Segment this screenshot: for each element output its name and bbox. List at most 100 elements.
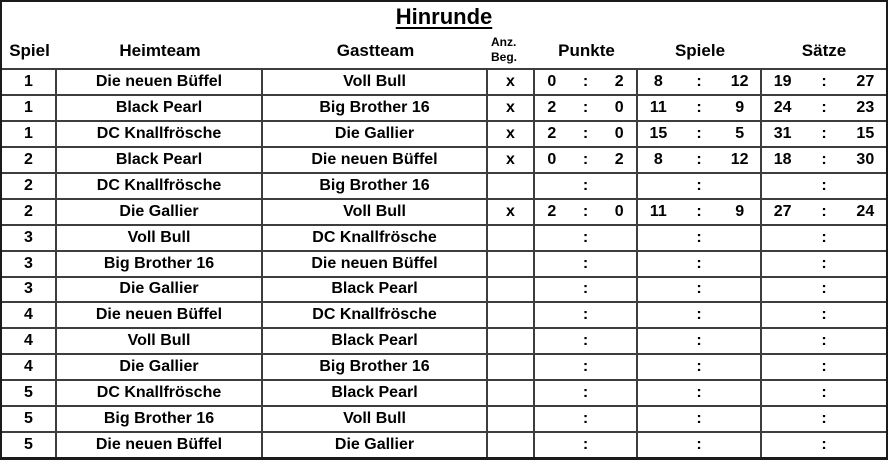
cell-heimteam[interactable]: DC Knallfrösche — [57, 173, 263, 198]
cell-saetze[interactable]: : — [762, 355, 886, 379]
cell-spiel[interactable]: 4 — [2, 329, 57, 354]
cell-spiel[interactable]: 2 — [2, 173, 57, 198]
cell-anz-beg[interactable]: x — [488, 147, 535, 172]
cell-heimteam[interactable]: Die Gallier — [57, 355, 263, 380]
cell-heimteam[interactable]: Die neuen Büffel — [57, 70, 263, 94]
cell-punkte[interactable]: 0 : 2 — [535, 147, 638, 172]
cell-gastteam[interactable]: Die neuen Büffel — [263, 251, 488, 276]
cell-heimteam[interactable]: DC Knallfrösche — [57, 121, 263, 146]
cell-anz-beg[interactable] — [488, 407, 535, 432]
cell-heimteam[interactable]: Voll Bull — [57, 225, 263, 250]
cell-anz-beg[interactable]: x — [488, 199, 535, 224]
cell-heimteam[interactable]: Die Gallier — [57, 199, 263, 224]
cell-anz-beg[interactable] — [488, 329, 535, 354]
cell-punkte[interactable]: 2 : 0 — [535, 199, 638, 224]
cell-punkte[interactable]: : — [535, 381, 638, 406]
cell-heimteam[interactable]: Black Pearl — [57, 95, 263, 120]
cell-spiele[interactable]: : — [638, 251, 762, 276]
cell-spiel[interactable]: 5 — [2, 381, 57, 406]
cell-heimteam[interactable]: Big Brother 16 — [57, 251, 263, 276]
cell-spiele[interactable]: : — [638, 225, 762, 250]
cell-punkte[interactable]: 0 : 2 — [535, 70, 638, 94]
cell-heimteam[interactable]: Black Pearl — [57, 147, 263, 172]
cell-spiele[interactable]: : — [638, 407, 762, 432]
cell-anz-beg[interactable] — [488, 277, 535, 302]
cell-gastteam[interactable]: Big Brother 16 — [263, 95, 488, 120]
cell-gastteam[interactable]: Die Gallier — [263, 433, 488, 457]
cell-gastteam[interactable]: Voll Bull — [263, 70, 488, 94]
cell-spiele[interactable]: : — [638, 277, 762, 302]
cell-anz-beg[interactable] — [488, 303, 535, 328]
cell-anz-beg[interactable]: x — [488, 70, 535, 94]
cell-spiel[interactable]: 3 — [2, 277, 57, 302]
cell-heimteam[interactable]: DC Knallfrösche — [57, 381, 263, 406]
cell-saetze[interactable]: : — [762, 174, 886, 198]
cell-saetze[interactable]: : — [762, 252, 886, 276]
cell-heimteam[interactable]: Die neuen Büffel — [57, 303, 263, 328]
cell-spiele[interactable]: : — [638, 381, 762, 406]
cell-saetze[interactable]: 18 : 30 — [762, 148, 886, 172]
cell-spiele[interactable]: : — [638, 303, 762, 328]
cell-spiele[interactable]: : — [638, 355, 762, 380]
cell-spiel[interactable]: 2 — [2, 199, 57, 224]
cell-saetze[interactable]: 27 : 24 — [762, 200, 886, 224]
cell-heimteam[interactable]: Voll Bull — [57, 329, 263, 354]
cell-saetze[interactable]: : — [762, 381, 886, 405]
cell-anz-beg[interactable] — [488, 433, 535, 457]
cell-spiel[interactable]: 4 — [2, 355, 57, 380]
cell-punkte[interactable]: 2 : 0 — [535, 121, 638, 146]
cell-gastteam[interactable]: Voll Bull — [263, 407, 488, 432]
cell-punkte[interactable]: 2 : 0 — [535, 95, 638, 120]
cell-spiel[interactable]: 5 — [2, 407, 57, 432]
cell-anz-beg[interactable] — [488, 355, 535, 380]
cell-anz-beg[interactable]: x — [488, 121, 535, 146]
cell-gastteam[interactable]: DC Knallfrösche — [263, 303, 488, 328]
cell-heimteam[interactable]: Die Gallier — [57, 277, 263, 302]
cell-anz-beg[interactable] — [488, 225, 535, 250]
cell-spiel[interactable]: 1 — [2, 70, 57, 94]
cell-spiel[interactable]: 4 — [2, 303, 57, 328]
cell-gastteam[interactable]: Black Pearl — [263, 329, 488, 354]
cell-gastteam[interactable]: Black Pearl — [263, 381, 488, 406]
cell-spiele[interactable]: 11 : 9 — [638, 199, 762, 224]
cell-spiel[interactable]: 2 — [2, 147, 57, 172]
cell-gastteam[interactable]: Voll Bull — [263, 199, 488, 224]
cell-saetze[interactable]: : — [762, 278, 886, 302]
cell-gastteam[interactable]: DC Knallfrösche — [263, 225, 488, 250]
cell-punkte[interactable]: : — [535, 433, 638, 457]
cell-spiel[interactable]: 1 — [2, 121, 57, 146]
cell-saetze[interactable]: 19 : 27 — [762, 70, 886, 94]
cell-spiel[interactable]: 5 — [2, 433, 57, 457]
cell-punkte[interactable]: : — [535, 303, 638, 328]
cell-gastteam[interactable]: Big Brother 16 — [263, 355, 488, 380]
cell-spiele[interactable]: 11 : 9 — [638, 95, 762, 120]
cell-spiele[interactable]: : — [638, 173, 762, 198]
cell-spiele[interactable]: 8 : 12 — [638, 70, 762, 94]
cell-anz-beg[interactable] — [488, 173, 535, 198]
cell-spiel[interactable]: 3 — [2, 225, 57, 250]
cell-heimteam[interactable]: Big Brother 16 — [57, 407, 263, 432]
cell-gastteam[interactable]: Die Gallier — [263, 121, 488, 146]
cell-spiel[interactable]: 3 — [2, 251, 57, 276]
cell-gastteam[interactable]: Big Brother 16 — [263, 173, 488, 198]
cell-punkte[interactable]: : — [535, 407, 638, 432]
cell-punkte[interactable]: : — [535, 329, 638, 354]
cell-punkte[interactable]: : — [535, 225, 638, 250]
cell-saetze[interactable]: : — [762, 329, 886, 353]
cell-anz-beg[interactable] — [488, 251, 535, 276]
cell-anz-beg[interactable]: x — [488, 95, 535, 120]
cell-heimteam[interactable]: Die neuen Büffel — [57, 433, 263, 457]
cell-saetze[interactable]: 31 : 15 — [762, 122, 886, 146]
cell-spiel[interactable]: 1 — [2, 95, 57, 120]
cell-spiele[interactable]: 8 : 12 — [638, 147, 762, 172]
cell-punkte[interactable]: : — [535, 173, 638, 198]
cell-punkte[interactable]: : — [535, 251, 638, 276]
cell-gastteam[interactable]: Die neuen Büffel — [263, 147, 488, 172]
cell-gastteam[interactable]: Black Pearl — [263, 277, 488, 302]
cell-saetze[interactable]: : — [762, 407, 886, 431]
cell-spiele[interactable]: : — [638, 433, 762, 457]
cell-saetze[interactable]: : — [762, 226, 886, 250]
cell-saetze[interactable]: 24 : 23 — [762, 96, 886, 120]
cell-anz-beg[interactable] — [488, 381, 535, 406]
cell-spiele[interactable]: 15 : 5 — [638, 121, 762, 146]
